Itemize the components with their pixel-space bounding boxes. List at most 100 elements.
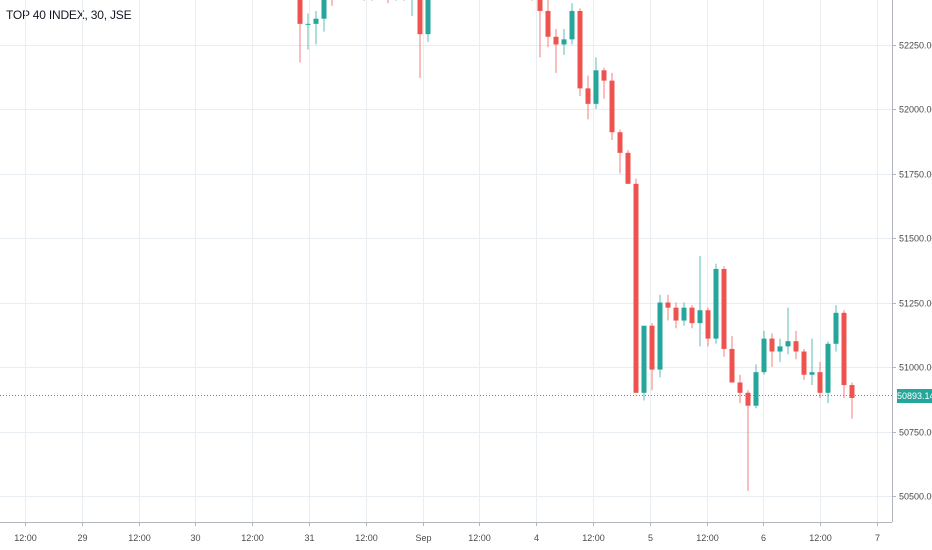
candle: [411, 0, 413, 17]
candle: [321, 0, 327, 32]
candle-body: [577, 10, 583, 89]
candle: [601, 67, 607, 99]
candle: [545, 0, 551, 48]
y-tick-label: 51000.00: [899, 363, 932, 373]
candle-body: [625, 152, 631, 184]
candle: [673, 302, 679, 329]
candle: [825, 341, 831, 404]
chart-title: TOP 40 INDEX, 30, JSE: [6, 8, 132, 22]
candle: [577, 8, 583, 97]
candles: [297, 0, 855, 491]
candle: [809, 338, 815, 386]
candle: [331, 0, 333, 6]
candle: [833, 305, 839, 352]
candle: [745, 390, 751, 491]
candle-body: [833, 312, 839, 344]
candle-body: [649, 325, 655, 370]
candle-body: [417, 0, 423, 35]
candle-body: [569, 10, 575, 40]
candle: [753, 364, 759, 409]
candle: [425, 0, 431, 42]
candle-body: [809, 372, 815, 375]
candle-body: [641, 325, 647, 393]
candle-body: [801, 351, 807, 375]
candle-body: [761, 338, 767, 373]
candle: [721, 266, 727, 357]
candle-body: [609, 80, 615, 133]
x-tick-label: 5: [648, 533, 653, 543]
x-tick-label: 4: [534, 533, 539, 543]
candle-body: [849, 385, 855, 398]
candle: [617, 129, 623, 174]
x-tick-label: 12:00: [696, 533, 719, 543]
candle-body: [617, 132, 623, 153]
candle: [569, 3, 575, 45]
x-axis: 12:00 29 12:00 30 12:00 31 12:00 Sep 12:00 4 12:00…: [14, 522, 880, 543]
candle: [849, 382, 855, 419]
candle: [841, 310, 847, 398]
candle: [417, 0, 423, 79]
candle: [305, 13, 311, 50]
x-tick-label: 12:00: [582, 533, 605, 543]
candle-body: [601, 70, 607, 81]
candle: [665, 294, 671, 321]
candle-body: [697, 310, 703, 324]
candle: [395, 0, 397, 1]
x-tick-label: 12:00: [241, 533, 264, 543]
candle: [657, 294, 663, 378]
candle: [585, 75, 591, 120]
y-tick-label: 52000.00: [899, 105, 932, 115]
candle-body: [817, 372, 823, 393]
candle-body: [729, 348, 735, 383]
candle-body: [705, 310, 711, 339]
candle: [633, 178, 639, 393]
candle-body: [745, 392, 751, 406]
candle: [785, 307, 791, 355]
y-tick-label: 52250.00: [899, 41, 932, 51]
candle-body: [313, 18, 319, 24]
x-tick-label: 7: [875, 533, 880, 543]
candle: [403, 0, 405, 1]
y-tick-label: 50750.00: [899, 428, 932, 438]
candle-body: [665, 302, 671, 308]
candle: [777, 338, 783, 362]
candle: [363, 0, 365, 1]
candle: [793, 330, 799, 360]
candle: [705, 307, 711, 347]
x-tick-label: 12:00: [355, 533, 378, 543]
y-tick-label: 51500.00: [899, 234, 932, 244]
y-tick-label: 50500.00: [899, 492, 932, 502]
candle: [593, 57, 599, 109]
candle-body: [545, 10, 551, 37]
x-tick-label: 12:00: [128, 533, 151, 543]
y-axis: 50500.00 50750.00 51000.00 51250.00 51500.00…: [892, 41, 932, 502]
y-tick-label: 51250.00: [899, 299, 932, 309]
x-tick-label: Sep: [415, 533, 431, 543]
candle-body: [673, 307, 679, 321]
candle-body: [425, 0, 431, 35]
candle: [641, 325, 647, 401]
x-tick-label: 29: [77, 533, 87, 543]
candle-body: [305, 23, 311, 25]
candle: [561, 29, 567, 55]
candle-body: [721, 268, 727, 349]
candle-body: [297, 0, 303, 24]
candle: [387, 0, 389, 4]
candle-body: [657, 302, 663, 370]
y-tick-label: 51750.00: [899, 170, 932, 180]
candle-body: [585, 88, 591, 104]
candle-body: [561, 39, 567, 45]
candle-body: [537, 0, 543, 11]
candle-body: [681, 307, 687, 321]
candle: [649, 323, 655, 391]
candle-body: [785, 341, 791, 347]
candle: [697, 256, 703, 347]
x-tick-label: 30: [190, 533, 200, 543]
candle-body: [777, 346, 783, 352]
candle-body: [689, 307, 695, 324]
axis-frame: [0, 0, 893, 523]
x-tick-label: 6: [761, 533, 766, 543]
candle-body: [633, 183, 639, 393]
x-tick-label: 12:00: [809, 533, 832, 543]
